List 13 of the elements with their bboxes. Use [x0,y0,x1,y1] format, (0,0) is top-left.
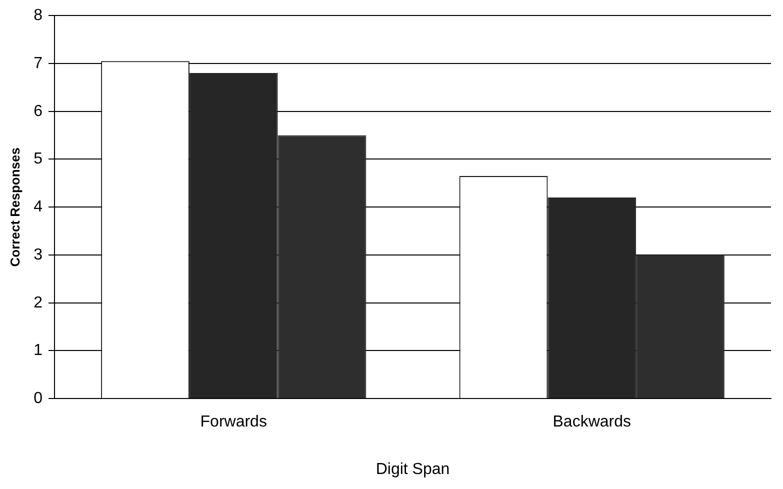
x-axis-title: Digit Span [376,460,450,478]
y-tick-label: 1 [34,342,43,360]
y-tick-label: 5 [34,150,43,168]
x-tick-label: Backwards [552,414,631,431]
y-tick-label: 3 [34,246,43,264]
y-axis-title: Correct Responses [7,147,22,267]
y-tick-label: 7 [34,54,43,72]
y-tick-label: 0 [34,390,43,408]
x-tick-label: Forwards [200,414,267,431]
y-tick-label: 4 [34,198,43,216]
y-tick-label: 6 [34,102,43,120]
y-tick-label: 8 [34,7,43,24]
y-tick-label: 2 [34,294,43,312]
